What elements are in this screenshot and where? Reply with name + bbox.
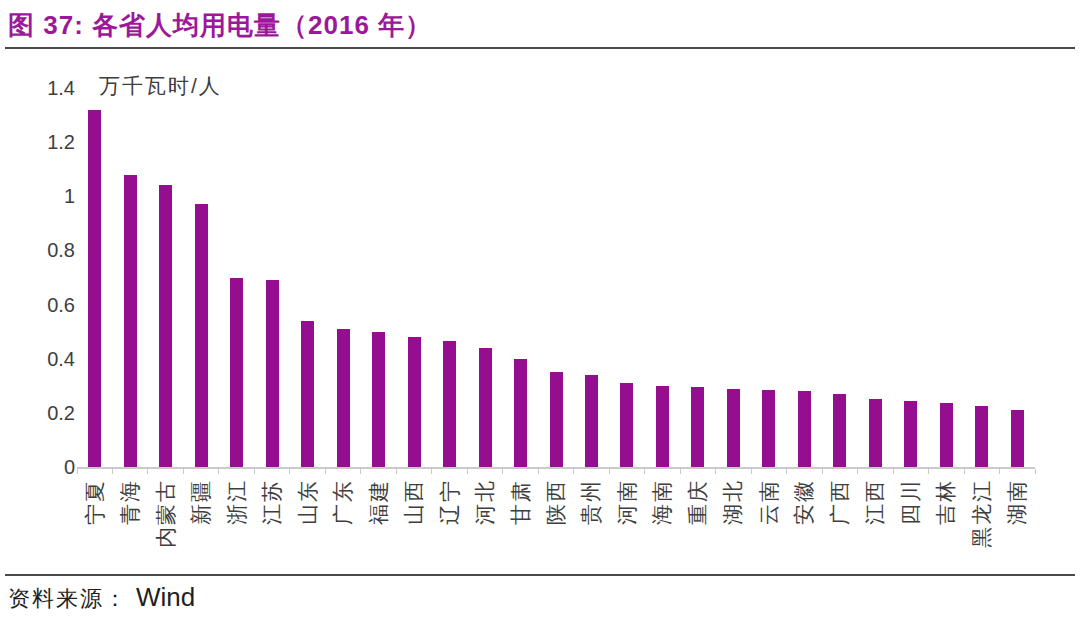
x-axis-tick-label: 宁夏 <box>84 479 106 599</box>
x-axis-tick-label: 江苏 <box>261 479 283 599</box>
x-axis-tick-mark <box>218 469 219 474</box>
x-axis-tick-label: 海南 <box>651 479 673 599</box>
x-axis-tick-mark <box>715 469 716 474</box>
x-axis-tick-mark <box>1035 469 1036 474</box>
x-axis-tick-label: 湖北 <box>722 479 744 599</box>
bar <box>940 403 953 467</box>
bar <box>479 348 492 467</box>
bar <box>550 372 563 467</box>
x-axis-tick-label: 青海 <box>119 479 141 599</box>
x-axis-tick-mark <box>360 469 361 474</box>
x-axis-tick-label: 福建 <box>368 479 390 599</box>
bar <box>159 185 172 467</box>
y-axis-tick-label: 0.8 <box>5 239 75 261</box>
x-axis-tick-label: 吉林 <box>935 479 957 599</box>
x-axis-tick-label: 湖南 <box>1006 479 1028 599</box>
x-axis-tick-mark <box>644 469 645 474</box>
y-axis-tick-label: 0 <box>5 456 75 478</box>
y-axis-tick-label: 0.6 <box>5 294 75 316</box>
x-axis-tick-mark <box>573 469 574 474</box>
bar <box>230 278 243 468</box>
y-axis-tick-label: 1.4 <box>5 77 75 99</box>
x-axis-tick-mark <box>289 469 290 474</box>
x-axis-tick-mark <box>751 469 752 474</box>
x-axis-tick-mark <box>964 469 965 474</box>
x-axis-tick-mark <box>254 469 255 474</box>
x-axis-tick-mark <box>183 469 184 474</box>
bar <box>88 110 101 467</box>
bar <box>301 321 314 467</box>
source-value: Wind <box>136 582 195 613</box>
bar <box>904 401 917 467</box>
x-axis-tick-mark <box>431 469 432 474</box>
x-axis-tick-label: 新疆 <box>190 479 212 599</box>
bar <box>266 280 279 467</box>
title-divider <box>5 47 1075 49</box>
x-axis-tick-mark <box>502 469 503 474</box>
y-axis-tick-label: 1.2 <box>5 131 75 153</box>
x-axis-tick-label: 云南 <box>758 479 780 599</box>
x-axis-tick-label: 四川 <box>900 479 922 599</box>
bar <box>727 389 740 468</box>
x-axis-tick-mark <box>112 469 113 474</box>
bar <box>337 329 350 467</box>
x-axis-tick-label: 广东 <box>332 479 354 599</box>
bar <box>762 390 775 467</box>
x-axis-tick-mark <box>609 469 610 474</box>
x-axis-tick-mark <box>538 469 539 474</box>
x-axis-tick-mark <box>822 469 823 474</box>
bar <box>620 383 633 467</box>
x-axis-tick-label: 安徽 <box>793 479 815 599</box>
bar <box>514 359 527 467</box>
x-axis-tick-label: 甘肃 <box>510 479 532 599</box>
footer-divider <box>5 574 1075 576</box>
x-axis-tick-mark <box>999 469 1000 474</box>
bar <box>656 386 669 467</box>
x-axis-tick-label: 河南 <box>616 479 638 599</box>
x-axis-tick-label: 江西 <box>864 479 886 599</box>
bar <box>798 391 811 467</box>
x-axis-tick-mark <box>467 469 468 474</box>
x-axis-tick-label: 辽宁 <box>439 479 461 599</box>
x-axis-tick-mark <box>857 469 858 474</box>
x-axis-tick-label: 贵州 <box>580 479 602 599</box>
x-axis-tick-mark <box>786 469 787 474</box>
x-axis-tick-mark <box>928 469 929 474</box>
figure-card: 图 37: 各省人均用电量（2016 年） 万千瓦时/人 1.41.210.80… <box>0 0 1080 623</box>
bar <box>372 332 385 467</box>
x-axis-tick-label: 重庆 <box>687 479 709 599</box>
figure-title: 图 37: 各省人均用电量（2016 年） <box>8 8 432 43</box>
source-note: 资料来源： Wind <box>8 582 195 614</box>
bar <box>408 337 421 467</box>
source-label: 资料来源： <box>8 584 128 614</box>
x-axis-tick-label: 浙江 <box>226 479 248 599</box>
bar <box>869 399 882 467</box>
x-axis-tick-label: 河北 <box>474 479 496 599</box>
y-axis-tick-label: 0.2 <box>5 402 75 424</box>
bar <box>1011 410 1024 467</box>
x-axis-tick-mark <box>77 469 78 474</box>
y-axis-tick-label: 0.4 <box>5 348 75 370</box>
x-axis-tick-label: 陕西 <box>545 479 567 599</box>
x-axis-tick-mark <box>680 469 681 474</box>
bar <box>691 387 704 467</box>
bar <box>833 394 846 467</box>
bar <box>124 175 137 467</box>
x-axis-tick-mark <box>396 469 397 474</box>
y-axis-tick-label: 1 <box>5 185 75 207</box>
bar <box>975 406 988 467</box>
x-axis-tick-mark <box>147 469 148 474</box>
bar <box>443 341 456 467</box>
bar-chart-plot-area <box>77 88 1035 469</box>
x-axis-tick-label: 山东 <box>297 479 319 599</box>
x-axis-tick-mark <box>893 469 894 474</box>
x-axis-tick-label: 山西 <box>403 479 425 599</box>
bar <box>585 375 598 467</box>
x-axis-tick-mark <box>325 469 326 474</box>
bar <box>195 204 208 467</box>
x-axis-tick-label: 黑龙江 <box>971 479 993 599</box>
x-axis-tick-label: 内蒙古 <box>155 479 177 599</box>
x-axis-tick-label: 广西 <box>829 479 851 599</box>
